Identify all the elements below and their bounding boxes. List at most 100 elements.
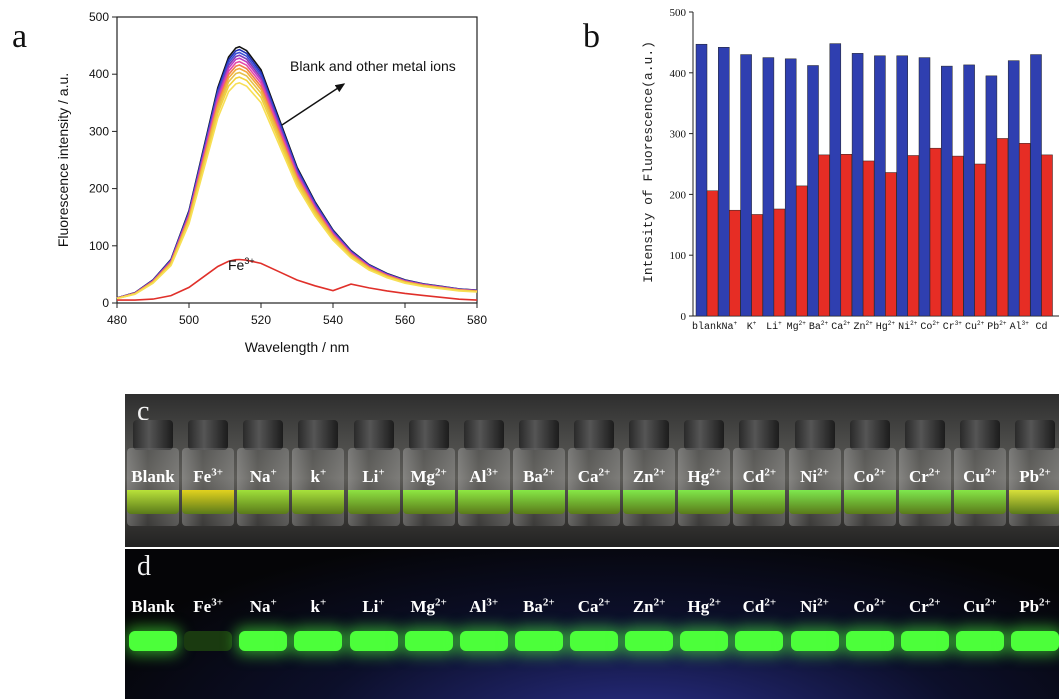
vial-label-charge: 2+: [1039, 466, 1051, 479]
bar: [974, 163, 986, 317]
vial-label: Fe3+: [193, 597, 223, 617]
vial-label-text: Na: [249, 597, 271, 616]
vial-label-charge: +: [378, 466, 385, 479]
bar: [896, 55, 908, 317]
vial: [182, 448, 235, 526]
vial-glow: [129, 631, 177, 651]
vial-glow: [735, 631, 784, 651]
category-label-b: Li+: [766, 320, 782, 333]
vial-label: Ba2+: [523, 597, 555, 617]
vial-label-text: k: [310, 467, 320, 486]
bar: [818, 154, 830, 317]
category-charge-b: 2+: [843, 320, 851, 327]
vial: [678, 448, 731, 526]
vial-label: Co2+: [853, 467, 886, 487]
vial-label-text: Li: [362, 467, 379, 486]
vial-label-text: Fe: [193, 467, 212, 486]
vial-cap: [959, 420, 1000, 450]
vial-glow: [845, 631, 894, 651]
vial: [788, 448, 841, 526]
vial-label: Al3+: [469, 467, 498, 487]
category-charge-b: 3+: [955, 320, 963, 327]
vial-label: Blank: [131, 467, 174, 487]
vial-label-text: Blank: [131, 597, 175, 616]
vial-glow: [294, 631, 343, 651]
category-charge-b: +: [778, 320, 782, 327]
vial-label-text: Al: [469, 467, 487, 486]
vial-label: Ca2+: [578, 467, 611, 487]
vial-label-charge: 3+: [211, 466, 223, 479]
vial-label-text: Blank: [131, 467, 175, 486]
bar: [751, 214, 763, 317]
vial-liquid: [953, 490, 1006, 514]
bar: [695, 43, 708, 317]
vial-label-text: Pb: [1019, 597, 1040, 616]
vial-label: Hg2+: [687, 467, 721, 487]
axis-ticks-a: 480 500 520 540 560 580 0 100 200 300 400 500: [89, 10, 487, 327]
bar: [1030, 54, 1042, 317]
vial-label: Pb2+: [1019, 467, 1051, 487]
panel-b-letter: b: [583, 18, 600, 55]
x-tick-label-a: 560: [395, 313, 415, 327]
bar: [851, 53, 864, 317]
category-label-b: Pb2+: [987, 320, 1007, 333]
y-tick-label-a: 500: [89, 10, 109, 24]
y-tick-label-b: 500: [670, 7, 687, 19]
category-label-b: Mg2+: [787, 320, 807, 333]
vial-label: Li+: [362, 467, 384, 487]
panel-a-letter: a: [12, 18, 28, 55]
vial: [623, 448, 676, 526]
vial-label-text: Fe: [193, 597, 212, 616]
vial-label-charge: 2+: [874, 596, 886, 609]
category-label-b: Na+: [721, 320, 737, 333]
vial-label-charge: 2+: [653, 596, 666, 609]
category-charge-b: 2+: [866, 320, 874, 327]
bar: [963, 64, 975, 317]
vial-label-charge: +: [378, 596, 385, 609]
vial-glow: [1011, 631, 1059, 651]
annotation-blank-and-other: Blank and other metal ions: [290, 58, 456, 74]
panel-d-letter: d: [137, 551, 151, 582]
vial-label-text: Ba: [523, 597, 543, 616]
annotation-arrow: [281, 83, 346, 126]
vial-label-charge: 2+: [435, 466, 447, 479]
vial-label-charge: +: [270, 596, 277, 609]
bars-b: [695, 43, 1053, 317]
vial-label: Cu2+: [963, 467, 997, 487]
spectrum-line: [117, 258, 478, 301]
vial-label: Na+: [250, 597, 277, 617]
vial-label-text: Cd: [742, 597, 765, 616]
vial-label-text: Zn: [632, 597, 654, 616]
spectrum-line: [116, 81, 478, 300]
vial-label-text: Hg: [687, 597, 710, 616]
vial-label-text: Mg: [410, 467, 436, 486]
vial-label-charge: 2+: [542, 466, 555, 479]
vial-label-text: Cu: [963, 467, 985, 486]
vial-label-charge: 2+: [764, 596, 777, 609]
vial-liquid: [843, 490, 896, 514]
vial-liquid: [623, 490, 676, 514]
y-tick-label-a: 200: [89, 182, 109, 196]
bar: [862, 160, 875, 317]
vial-label-charge: 2+: [1039, 596, 1051, 609]
vial: [402, 448, 455, 526]
vial-liquid: [1009, 490, 1059, 514]
plot-frame-a: [116, 16, 478, 304]
category-label-b: Al3+: [1010, 320, 1030, 333]
vial-label-charge: 3+: [211, 596, 223, 609]
category-label-b: blank: [692, 321, 722, 333]
x-tick-label-a: 500: [179, 313, 199, 327]
vial-label-charge: 2+: [817, 466, 829, 479]
x-tick-label-a: 520: [251, 313, 271, 327]
vial-label-charge: 2+: [928, 596, 941, 609]
bar: [740, 54, 752, 317]
category-charge-b: 2+: [799, 320, 807, 327]
bar: [718, 47, 730, 317]
axis-ticks-b: 0 100 200 300 400 500: [670, 7, 693, 323]
bar: [1041, 154, 1053, 317]
vial-label: Al3+: [469, 597, 498, 617]
spectra-curves: [116, 45, 478, 301]
vial: [127, 448, 179, 526]
bar: [840, 154, 853, 317]
vial: [733, 448, 786, 526]
